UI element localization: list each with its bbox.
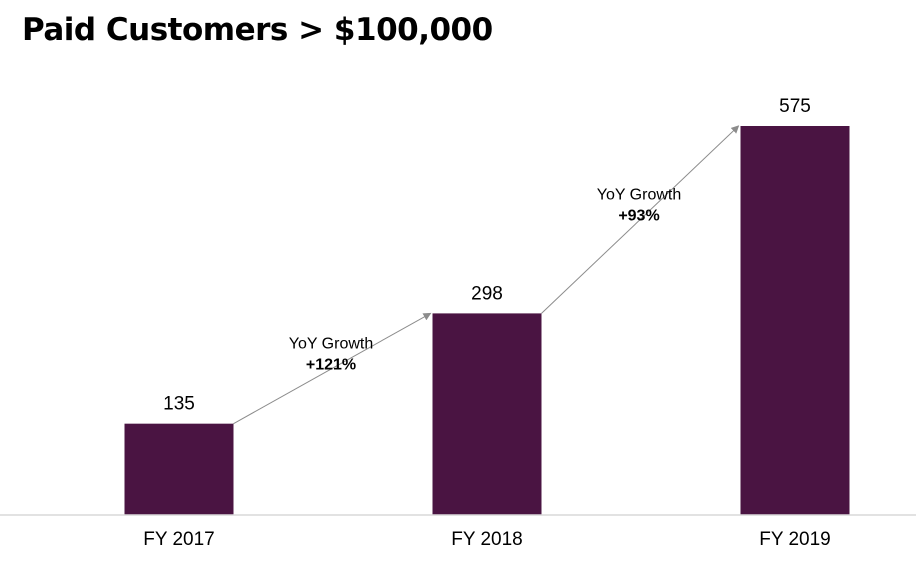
growth-arrow — [541, 125, 740, 314]
bar-fy-2018 — [432, 313, 542, 515]
yoy-growth-value: +93% — [618, 208, 659, 225]
yoy-growth-value: +121% — [306, 357, 356, 374]
yoy-growth-label: YoY Growth — [597, 187, 682, 204]
bar-value-label: 575 — [779, 96, 811, 117]
chart-title: Paid Customers > $100,000 — [22, 12, 493, 48]
x-tick-label: FY 2019 — [759, 529, 830, 550]
bar-value-label: 298 — [471, 283, 503, 304]
x-tick-label: FY 2018 — [451, 529, 522, 550]
bar-fy-2017 — [124, 423, 234, 515]
bar-fy-2019 — [740, 126, 850, 515]
yoy-growth-label: YoY Growth — [289, 336, 374, 353]
bar-value-label: 135 — [163, 394, 195, 415]
growth-arrow — [233, 312, 432, 425]
x-tick-label: FY 2017 — [143, 529, 214, 550]
